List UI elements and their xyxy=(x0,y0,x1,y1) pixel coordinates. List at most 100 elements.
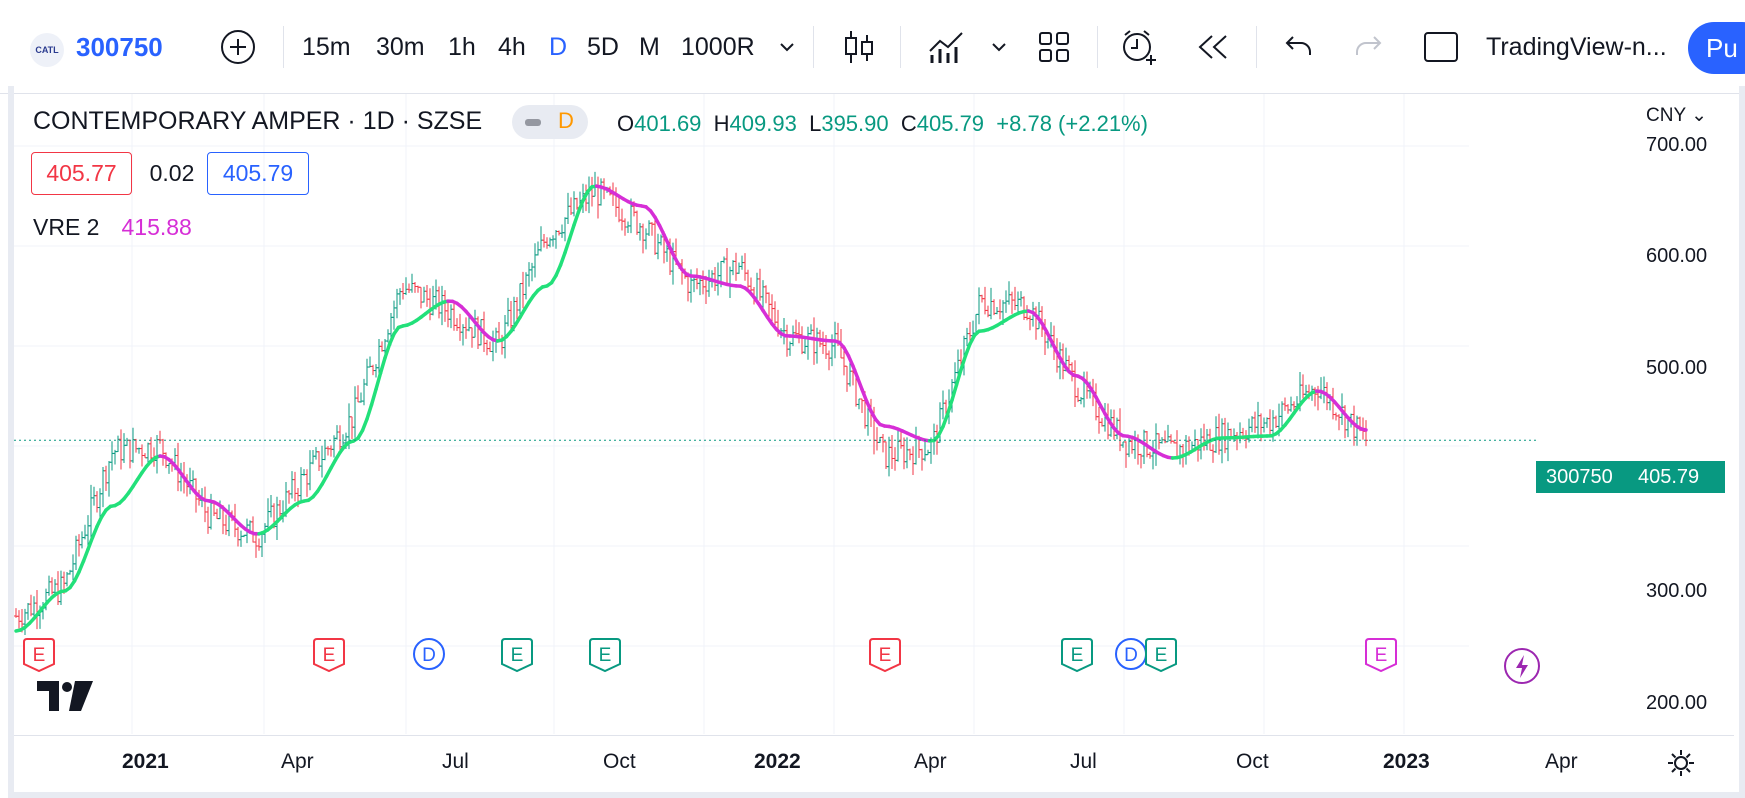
price-bar xyxy=(647,220,651,237)
vre-segment xyxy=(365,403,374,421)
price-bar xyxy=(1073,360,1077,407)
price-bar xyxy=(1211,444,1215,463)
undo-icon[interactable] xyxy=(1283,22,1315,72)
currency-selector[interactable]: CNY ⌄ xyxy=(1646,104,1707,127)
price-bar xyxy=(1184,434,1188,465)
vre-segment xyxy=(563,237,572,255)
earnings-event-icon: E xyxy=(869,638,901,673)
price-bar xyxy=(695,268,699,290)
price-bar xyxy=(287,490,291,504)
timeframe-4h[interactable]: 4h xyxy=(498,32,526,61)
price-bar xyxy=(593,171,597,197)
price-bar xyxy=(101,467,105,508)
price-bar xyxy=(446,299,450,328)
dividend-event-icon: D xyxy=(1115,638,1147,670)
price-bar xyxy=(1289,396,1293,412)
vre-segment xyxy=(77,559,86,574)
price-bar xyxy=(656,233,660,260)
low-label: L xyxy=(809,111,822,136)
price-bar xyxy=(857,398,861,410)
price-bar xyxy=(116,435,120,453)
price-bar xyxy=(203,486,207,523)
price-bar xyxy=(104,465,108,492)
vre-segment xyxy=(959,353,968,372)
indicators-icon[interactable] xyxy=(925,22,967,72)
price-bar xyxy=(653,218,657,255)
price-bar xyxy=(161,438,165,466)
price-bar xyxy=(800,326,804,355)
timeframe-m[interactable]: M xyxy=(639,32,660,61)
vre-segment xyxy=(383,342,392,360)
alert-clock-icon[interactable] xyxy=(1118,22,1160,72)
price-bar xyxy=(404,277,408,296)
price-bar xyxy=(98,488,102,518)
price-bar xyxy=(1022,296,1026,320)
tradingview-logo[interactable] xyxy=(37,681,95,716)
price-bar xyxy=(35,589,39,630)
earnings-event-icon: E xyxy=(313,638,345,673)
price-bar xyxy=(782,317,786,345)
price-bar xyxy=(875,427,879,451)
market-status-pill[interactable]: D xyxy=(512,105,588,139)
price-bar xyxy=(1151,439,1155,470)
publish-button[interactable]: Pu xyxy=(1688,22,1745,74)
price-bar xyxy=(1166,424,1170,443)
timeframe-d[interactable]: D xyxy=(549,32,568,61)
top-toolbar: CATL 300750 15m 30m 1h 4h D 5D M 1000R T… xyxy=(0,0,1745,94)
price-bar xyxy=(1355,415,1359,446)
time-axis-border xyxy=(14,735,1734,736)
x-tick: 2021 xyxy=(122,750,169,773)
vre-segment xyxy=(950,383,959,402)
chart-frame xyxy=(8,86,1745,798)
candles-icon[interactable] xyxy=(838,22,880,72)
replay-icon[interactable] xyxy=(1195,22,1231,72)
indicator-legend[interactable]: VRE 2 415.88 xyxy=(33,214,192,241)
layout-name[interactable]: TradingView-n... xyxy=(1486,32,1667,61)
price-bar xyxy=(794,319,798,336)
price-bar xyxy=(902,437,906,470)
add-symbol-icon[interactable] xyxy=(218,22,258,72)
price-bar xyxy=(455,318,459,331)
price-bar xyxy=(560,224,564,238)
lightning-icon[interactable] xyxy=(1503,647,1541,690)
price-bar xyxy=(422,286,426,303)
toolbar-separator xyxy=(900,26,901,68)
symbol-search-button[interactable]: 300750 xyxy=(76,31,163,62)
vre-segment xyxy=(81,547,90,563)
price-bar xyxy=(1019,291,1023,307)
vre-segment xyxy=(369,387,378,407)
svg-text:E: E xyxy=(511,645,524,666)
vre-segment xyxy=(846,354,855,368)
price-bar xyxy=(71,554,75,581)
price-bar xyxy=(995,307,999,315)
svg-text:E: E xyxy=(33,645,46,666)
chevron-down-icon[interactable] xyxy=(987,22,1011,72)
timeframe-30m[interactable]: 30m xyxy=(376,32,425,61)
x-tick: Oct xyxy=(1236,750,1269,773)
price-bar xyxy=(770,294,774,322)
timeframe-5d[interactable]: 5D xyxy=(587,32,619,61)
chevron-down-icon[interactable] xyxy=(775,22,799,72)
fullscreen-square-icon[interactable] xyxy=(1421,22,1461,72)
chart-title[interactable]: CONTEMPORARY AMPER · 1D · SZSE xyxy=(33,107,483,135)
price-bar xyxy=(506,297,510,327)
sell-price-button[interactable]: 405.77 xyxy=(31,152,132,195)
price-bar xyxy=(368,356,372,368)
redo-icon[interactable] xyxy=(1352,22,1384,72)
layout-grid-icon[interactable] xyxy=(1035,22,1073,72)
price-bar xyxy=(74,535,78,570)
price-bar xyxy=(350,416,354,439)
price-bar xyxy=(323,440,327,461)
timeframe-1000r[interactable]: 1000R xyxy=(681,32,755,61)
ohlc-values: O401.69 H409.93 L395.90 C405.79 +8.78 (+… xyxy=(617,111,1148,137)
price-bar xyxy=(806,326,810,360)
price-bar xyxy=(812,317,816,365)
toolbar-separator xyxy=(1256,26,1257,68)
price-bar xyxy=(329,445,333,457)
gear-icon[interactable] xyxy=(1666,748,1696,783)
buy-price-button[interactable]: 405.79 xyxy=(207,152,309,195)
timeframe-15m[interactable]: 15m xyxy=(302,32,351,61)
vre-segment xyxy=(554,263,563,278)
timeframe-1h[interactable]: 1h xyxy=(448,32,476,61)
